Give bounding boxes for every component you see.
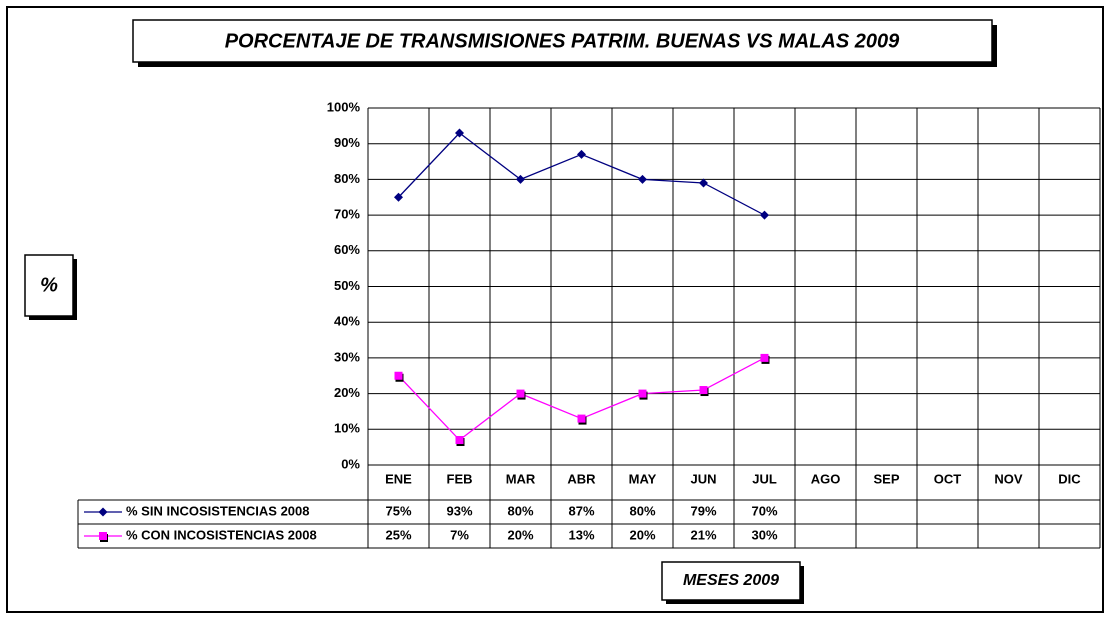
y-tick-label: 70% (334, 207, 360, 222)
y-tick-label: 10% (334, 421, 360, 436)
x-tick-label: SEP (873, 471, 899, 486)
y-tick-label: 90% (334, 135, 360, 150)
table-value: 93% (446, 503, 472, 518)
x-tick-label: AGO (811, 471, 841, 486)
marker (699, 178, 708, 188)
x-tick-label: NOV (994, 471, 1023, 486)
x-tick-label: ENE (385, 471, 412, 486)
x-tick-label: DIC (1058, 471, 1081, 486)
y-label-box (24, 254, 74, 317)
legend-label: % CON INCOSISTENCIAS 2008 (126, 527, 317, 542)
legend-marker (98, 507, 108, 517)
marker (760, 353, 769, 362)
x-tick-label: JUN (690, 471, 716, 486)
table-value: 79% (690, 503, 716, 518)
table-value: 20% (629, 527, 655, 542)
marker (760, 210, 769, 220)
table-value: 80% (629, 503, 655, 518)
table-value: 13% (568, 527, 594, 542)
y-tick-label: 20% (334, 385, 360, 400)
marker (516, 389, 525, 398)
x-tick-label: FEB (447, 471, 473, 486)
x-tick-label: OCT (934, 471, 962, 486)
y-tick-label: 60% (334, 242, 360, 257)
x-tick-label: MAR (506, 471, 536, 486)
x-label-box (661, 561, 801, 601)
table-value: 75% (385, 503, 411, 518)
x-axis-label: MESES 2009 (683, 572, 779, 589)
y-tick-label: 30% (334, 349, 360, 364)
marker (638, 174, 647, 184)
table-value: 7% (450, 527, 469, 542)
table-value: 20% (507, 527, 533, 542)
legend-marker (99, 532, 107, 540)
marker (516, 174, 525, 184)
table-value: 70% (751, 503, 777, 518)
y-axis-label: % (40, 274, 58, 296)
marker (699, 386, 708, 395)
marker (638, 389, 647, 398)
y-tick-label: 50% (334, 278, 360, 293)
y-tick-label: 0% (341, 456, 360, 471)
y-tick-label: 80% (334, 171, 360, 186)
table-value: 21% (690, 527, 716, 542)
chart-border (6, 6, 1104, 613)
marker (394, 371, 403, 380)
table-value: 80% (507, 503, 533, 518)
table-value: 87% (568, 503, 594, 518)
marker (394, 192, 403, 202)
x-tick-label: MAY (629, 471, 657, 486)
y-tick-label: 100% (327, 99, 361, 114)
x-tick-label: ABR (567, 471, 596, 486)
x-tick-label: JUL (752, 471, 777, 486)
legend-label: % SIN INCOSISTENCIAS 2008 (126, 503, 310, 518)
marker (577, 414, 586, 423)
table-value: 30% (751, 527, 777, 542)
table-value: 25% (385, 527, 411, 542)
marker (455, 436, 464, 445)
y-tick-label: 40% (334, 314, 360, 329)
marker (455, 128, 464, 138)
chart-title: PORCENTAJE DE TRANSMISIONES PATRIM. BUEN… (225, 30, 900, 52)
title-box (132, 19, 993, 63)
marker (577, 149, 586, 159)
